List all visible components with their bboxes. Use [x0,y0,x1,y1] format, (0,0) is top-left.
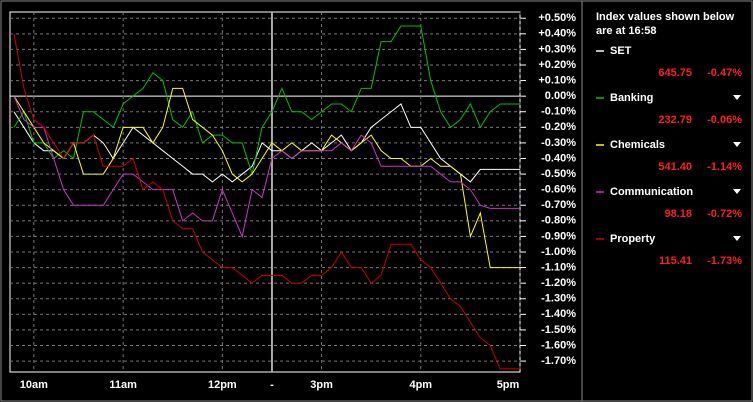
panel-value: 541.40 [658,161,692,173]
x-tick-label: 5pm [497,379,520,391]
panel-value: 645.75 [658,67,692,79]
y-tick-label: -1.20% [541,277,576,289]
series-line [13,87,520,269]
y-tick-label: +0.10% [538,74,576,86]
plot-area [9,11,521,373]
series-line [13,33,520,370]
panel-change: -1.73% [707,255,742,267]
panel-title: Index values shown below are at 16:58 [596,11,735,37]
dropdown-arrow[interactable] [733,236,741,241]
y-tick-label: -1.50% [541,324,576,336]
y-tick-label: -1.40% [541,308,576,320]
legend-name[interactable]: Property [610,233,656,245]
series-line [13,95,520,239]
y-tick-label: -0.20% [541,121,576,133]
y-tick-label: +0.30% [538,43,576,55]
panel-change: -0.47% [707,67,742,79]
x-tick-label: - [270,379,274,391]
x-tick-label: 12pm [208,379,237,391]
y-tick-label: -0.90% [541,230,576,242]
y-tick-label: -0.80% [541,215,576,227]
legend-name[interactable]: Chemicals [610,139,665,151]
series-line [13,103,520,183]
y-tick-label: -1.00% [541,246,576,258]
y-tick-label: -0.70% [541,199,576,211]
y-tick-label: -1.60% [541,339,576,351]
y-tick-label: +0.50% [538,12,576,24]
y-tick-label: -0.40% [541,152,576,164]
panel-change: -0.06% [707,114,742,126]
y-tick-label: +0.40% [538,28,576,40]
y-tick-label: -0.10% [541,106,576,118]
dropdown-arrow[interactable] [733,142,741,147]
panel-change: -0.72% [707,208,742,220]
y-tick-label: -1.30% [541,293,576,305]
x-tick-label: 10am [20,379,48,391]
legend-name[interactable]: Banking [610,92,653,104]
series-line [13,25,520,177]
dropdown-arrow[interactable] [733,95,741,100]
y-tick-label: -0.30% [541,137,576,149]
dropdown-arrow[interactable] [733,189,741,194]
legend-name[interactable]: Communication [610,186,693,198]
panel-change: -1.14% [707,161,742,173]
x-tick-label: 4pm [409,379,432,391]
x-tick-label: 11am [109,379,137,391]
y-tick-label: 0.00% [545,90,576,102]
legend-name[interactable]: SET [610,45,632,57]
y-tick-label: -0.50% [541,168,576,180]
y-tick-label: +0.20% [538,59,576,71]
y-tick-label: -1.10% [541,261,576,273]
y-tick-label: -1.70% [541,355,576,367]
x-tick-label: 3pm [310,379,333,391]
panel-value: 232.79 [658,114,692,126]
panel-value: 98.18 [664,208,692,220]
panel-value: 115.41 [659,255,692,267]
y-tick-label: -0.60% [541,184,576,196]
